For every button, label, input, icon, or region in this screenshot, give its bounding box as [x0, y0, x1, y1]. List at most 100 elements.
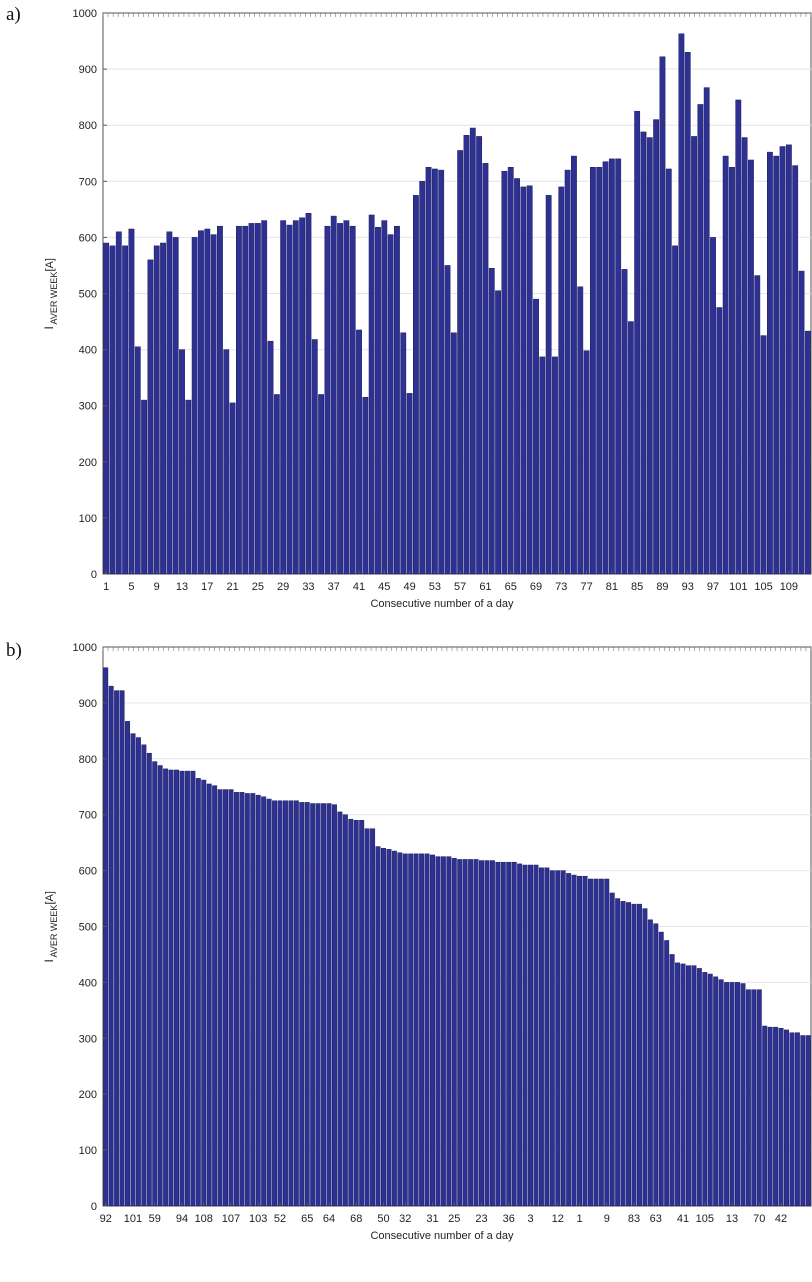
bar — [740, 983, 746, 1207]
bar — [642, 908, 648, 1207]
bar — [408, 853, 414, 1207]
bar — [640, 131, 647, 575]
bar — [646, 137, 653, 575]
bar — [703, 87, 710, 575]
x-tick-label: 5 — [128, 581, 134, 593]
bar — [236, 225, 242, 575]
bar — [647, 919, 653, 1207]
x-tick-label: 36 — [503, 1213, 515, 1225]
x-tick-label: 77 — [580, 581, 592, 593]
x-tick-label: 94 — [176, 1213, 188, 1225]
bar — [184, 770, 190, 1207]
x-tick-label: 70 — [753, 1213, 765, 1225]
x-axis-label: Consecutive number of a day — [370, 598, 514, 610]
bar — [748, 159, 754, 575]
bar — [598, 878, 604, 1207]
bar — [424, 853, 430, 1207]
bar — [212, 785, 218, 1207]
bar — [125, 721, 130, 1207]
bar — [669, 954, 675, 1207]
bar — [484, 860, 490, 1207]
bar — [756, 989, 762, 1207]
bar — [773, 1026, 779, 1207]
bar — [653, 923, 659, 1207]
bar — [326, 803, 332, 1207]
x-tick-label: 73 — [555, 581, 567, 593]
bar — [394, 225, 400, 575]
x-tick-label: 68 — [350, 1213, 362, 1225]
y-tick-label: 0 — [91, 569, 97, 581]
y-axis-label-unit: [A] — [44, 258, 56, 271]
bar — [500, 861, 506, 1207]
bar — [745, 989, 751, 1207]
bar — [272, 800, 278, 1207]
bar — [425, 167, 432, 575]
bar — [191, 237, 198, 575]
x-tick-label: 13 — [726, 1213, 738, 1225]
x-tick-label: 105 — [754, 581, 772, 593]
bar — [413, 853, 419, 1207]
bar — [538, 867, 544, 1207]
bar — [304, 802, 310, 1207]
bar — [702, 972, 708, 1207]
bar — [805, 1035, 811, 1207]
bar — [348, 818, 354, 1207]
y-tick-label: 300 — [79, 401, 97, 413]
bar — [762, 1025, 768, 1207]
bar — [716, 307, 723, 575]
y-tick-label: 0 — [91, 1201, 97, 1213]
bar — [457, 859, 463, 1207]
bar — [419, 853, 425, 1207]
bar — [370, 828, 376, 1207]
bar — [653, 119, 660, 575]
bar — [804, 330, 811, 575]
y-axis-label-main: I — [42, 326, 56, 329]
x-tick-label: 9 — [604, 1213, 610, 1225]
bar — [636, 903, 642, 1207]
bar — [514, 178, 520, 575]
bar — [387, 234, 394, 575]
y-tick-label: 200 — [79, 1089, 97, 1101]
bar — [190, 770, 196, 1207]
bar — [440, 856, 446, 1207]
bar — [784, 1029, 789, 1207]
bar — [174, 769, 179, 1207]
bar — [103, 667, 109, 1207]
bar — [299, 217, 306, 575]
x-tick-label: 63 — [650, 1213, 662, 1225]
bar — [318, 394, 324, 575]
bar — [310, 803, 316, 1207]
bar — [364, 828, 370, 1207]
bar — [248, 223, 255, 575]
panel-label-a: a) — [6, 4, 21, 25]
y-tick-label: 100 — [79, 513, 97, 525]
bar — [468, 859, 474, 1207]
y-tick-label: 300 — [79, 1033, 97, 1045]
bar — [413, 195, 419, 575]
bar — [664, 940, 670, 1207]
bar — [402, 853, 408, 1207]
y-tick-label: 400 — [79, 977, 97, 989]
y-axis-label-main: I — [42, 959, 56, 962]
x-tick-label: 3 — [527, 1213, 533, 1225]
bar — [201, 779, 207, 1207]
bar — [343, 220, 350, 575]
x-tick-label: 1 — [576, 1213, 582, 1225]
bar — [430, 854, 435, 1207]
y-tick-label: 1000 — [73, 8, 97, 20]
bar — [602, 161, 609, 575]
y-tick-label: 200 — [79, 457, 97, 469]
x-tick-label: 107 — [222, 1213, 240, 1225]
bar — [501, 170, 508, 575]
bar — [266, 798, 272, 1207]
y-tick-label: 600 — [79, 232, 97, 244]
bar — [362, 397, 369, 575]
bar — [386, 849, 392, 1207]
bar — [166, 231, 173, 575]
x-tick-label: 61 — [479, 581, 491, 593]
bar — [571, 155, 577, 575]
y-tick-label: 700 — [79, 810, 97, 822]
bar — [172, 237, 179, 575]
bar — [435, 856, 441, 1207]
